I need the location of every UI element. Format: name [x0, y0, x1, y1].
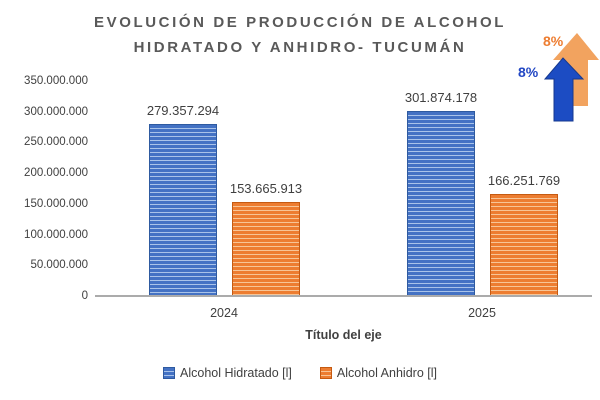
x-axis-line — [95, 295, 592, 297]
bar-alcohol-hidratado-2025 — [407, 110, 475, 296]
legend-item-hidratado: Alcohol Hidratado [l] — [163, 366, 292, 380]
y-tick-label: 300.000.000 — [24, 105, 88, 118]
growth-arrows — [543, 33, 599, 122]
legend-marker-anhidro — [319, 367, 332, 379]
bar-alcohol-anhidro-2024 — [232, 201, 300, 296]
y-tick-label: 50.000.000 — [30, 259, 88, 272]
x-category-2025: 2025 — [468, 306, 496, 320]
y-tick-label: 0 — [81, 290, 88, 302]
y-tick-label: 250.000.000 — [24, 136, 88, 149]
data-label-hidratado-2025: 301.874.178 — [404, 89, 478, 105]
legend-item-anhidro: Alcohol Anhidro [l] — [319, 366, 437, 380]
x-category-2024: 2024 — [210, 306, 238, 320]
legend-marker-hidratado — [163, 367, 176, 379]
data-label-anhidro-2025: 166.251.769 — [487, 172, 561, 188]
legend: Alcohol Hidratado [l] Alcohol Anhidro [l… — [0, 366, 600, 380]
chart-title: EVOLUCIÓN DE PRODUCCIÓN DE ALCOHOL HIDRA… — [0, 10, 600, 60]
y-tick-label: 150.000.000 — [24, 197, 88, 210]
chart-title-line2: HIDRATADO Y ANHIDRO- TUCUMÁN — [133, 39, 467, 56]
legend-label-hidratado: Alcohol Hidratado [l] — [180, 366, 292, 380]
bar-alcohol-anhidro-2025 — [490, 193, 558, 296]
chart-title-line1: EVOLUCIÓN DE PRODUCCIÓN DE ALCOHOL — [93, 14, 507, 31]
blue-up-arrow-icon — [543, 57, 585, 122]
y-tick-label: 100.000.000 — [24, 228, 88, 241]
hidratado-growth-label: 8% — [518, 64, 539, 80]
y-axis: 350.000.000 300.000.000 250.000.000 200.… — [6, 0, 88, 320]
legend-label-anhidro: Alcohol Anhidro [l] — [336, 366, 437, 380]
y-tick-label: 350.000.000 — [24, 75, 88, 87]
x-axis-title: Título del eje — [305, 328, 382, 342]
anhidro-growth-label: 8% — [543, 33, 564, 49]
y-tick-label: 200.000.000 — [24, 167, 88, 180]
bar-alcohol-hidratado-2024 — [149, 124, 217, 296]
data-label-anhidro-2024: 153.665.913 — [229, 180, 303, 196]
data-label-hidratado-2024: 279.357.294 — [146, 103, 220, 119]
